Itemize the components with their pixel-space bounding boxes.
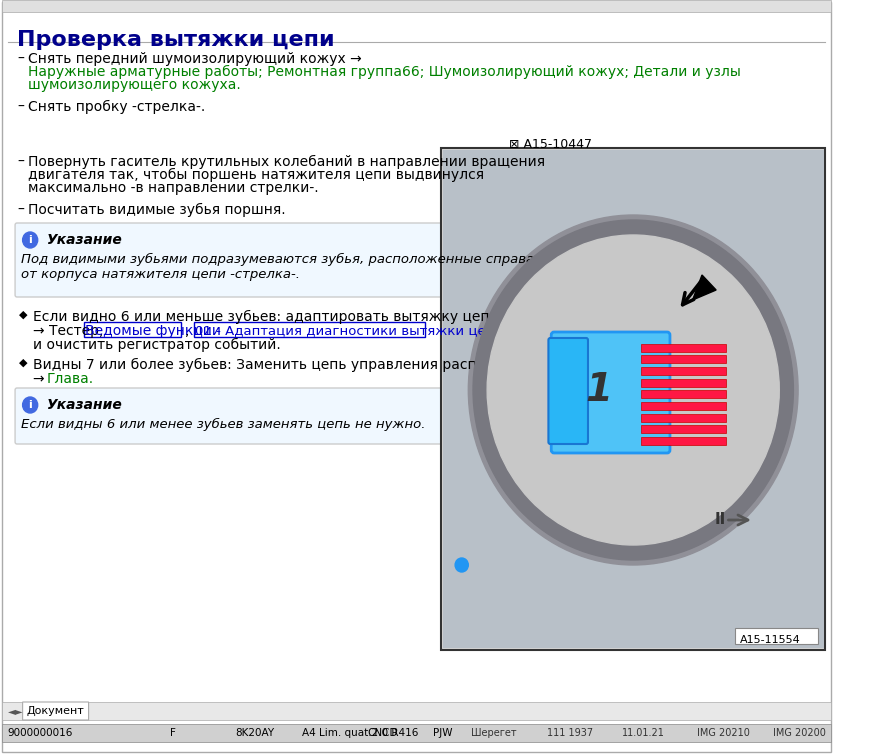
Text: → Тестер,: → Тестер, bbox=[33, 324, 108, 338]
Text: A15-11554: A15-11554 bbox=[740, 635, 800, 645]
Text: шумоизолирующего кожуха.: шумоизолирующего кожуха. bbox=[28, 78, 241, 92]
FancyBboxPatch shape bbox=[552, 332, 670, 453]
Circle shape bbox=[487, 235, 780, 545]
Bar bbox=[641, 425, 726, 434]
Text: Глава.: Глава. bbox=[47, 372, 95, 386]
Text: Снять пробку -стрелка-.: Снять пробку -стрелка-. bbox=[28, 100, 205, 114]
Text: IMG 20210: IMG 20210 bbox=[697, 728, 751, 738]
Text: IMG 20200: IMG 20200 bbox=[773, 728, 826, 738]
Text: Указание: Указание bbox=[47, 233, 123, 247]
Text: i: i bbox=[28, 400, 32, 410]
Bar bbox=[194, 322, 425, 337]
Text: Проверка вытяжки цепи: Проверка вытяжки цепи bbox=[17, 30, 334, 50]
FancyArrowPatch shape bbox=[728, 515, 748, 525]
Text: –: – bbox=[17, 100, 24, 114]
Text: двигателя так, чтобы поршень натяжителя цепи выдвинулся: двигателя так, чтобы поршень натяжителя … bbox=[28, 168, 484, 182]
Bar bbox=[2, 724, 831, 742]
Text: F: F bbox=[170, 728, 176, 738]
Text: Наружные арматурные работы; Ремонтная группа66; Шумоизолирующий кожух; Детали и : Наружные арматурные работы; Ремонтная гр… bbox=[28, 65, 741, 79]
Text: 8K20AY: 8K20AY bbox=[235, 728, 275, 738]
Circle shape bbox=[23, 232, 38, 248]
Bar bbox=[641, 413, 726, 421]
Text: ◆: ◆ bbox=[19, 310, 27, 320]
Text: Ведомые функции: Ведомые функции bbox=[85, 324, 221, 338]
Text: ◄: ◄ bbox=[8, 706, 15, 716]
Text: 9000000016: 9000000016 bbox=[8, 728, 72, 738]
Text: Документ: Документ bbox=[27, 706, 85, 716]
Text: →: → bbox=[33, 372, 49, 386]
Text: Видны 7 или более зубьев: Заменить цепь управления распредвала: Видны 7 или более зубьев: Заменить цепь … bbox=[33, 358, 538, 372]
Text: 01 - Адаптация диагностики вытяжки цепи: 01 - Адаптация диагностики вытяжки цепи bbox=[195, 324, 503, 337]
Text: и очистить регистратор событий.: и очистить регистратор событий. bbox=[33, 338, 281, 352]
Text: Если видны 6 или менее зубьев заменять цепь не нужно.: Если видны 6 или менее зубьев заменять ц… bbox=[20, 418, 425, 431]
Bar bbox=[641, 379, 726, 387]
Bar bbox=[441, 148, 826, 650]
FancyBboxPatch shape bbox=[15, 223, 443, 297]
Text: 11.01.21: 11.01.21 bbox=[622, 728, 665, 738]
Text: Повернуть гаситель крутильных колебаний в направлении вращения: Повернуть гаситель крутильных колебаний … bbox=[28, 155, 545, 169]
Bar bbox=[735, 628, 818, 644]
Bar bbox=[641, 402, 726, 410]
Circle shape bbox=[469, 215, 798, 565]
Bar bbox=[641, 390, 726, 398]
Text: A4 Lim. quat.2.0 R416: A4 Lim. quat.2.0 R416 bbox=[301, 728, 418, 738]
Text: CNCD: CNCD bbox=[368, 728, 398, 738]
Circle shape bbox=[455, 558, 469, 572]
Text: Указание: Указание bbox=[47, 398, 123, 412]
Text: PJW: PJW bbox=[433, 728, 453, 738]
Text: Снять передний шумоизолирующий кожух →: Снять передний шумоизолирующий кожух → bbox=[28, 52, 366, 66]
Text: i: i bbox=[28, 235, 32, 245]
Bar bbox=[641, 355, 726, 363]
Text: ,: , bbox=[185, 324, 194, 338]
Text: –: – bbox=[17, 155, 24, 169]
Text: –: – bbox=[17, 203, 24, 217]
Bar bbox=[84, 322, 181, 337]
FancyBboxPatch shape bbox=[548, 338, 588, 444]
Text: ◆: ◆ bbox=[19, 358, 27, 368]
Text: –: – bbox=[17, 52, 24, 66]
Bar bbox=[641, 344, 726, 351]
Text: Если видно 6 или меньше зубьев: адаптировать вытяжку цепи: Если видно 6 или меньше зубьев: адаптиро… bbox=[33, 310, 499, 324]
Text: ⊠ A15-10447: ⊠ A15-10447 bbox=[509, 138, 591, 151]
Circle shape bbox=[23, 397, 38, 413]
Bar bbox=[443, 150, 824, 648]
Circle shape bbox=[473, 220, 794, 560]
Bar bbox=[641, 367, 726, 375]
Text: 1: 1 bbox=[585, 371, 612, 409]
Text: II: II bbox=[714, 513, 726, 528]
Bar bbox=[2, 702, 831, 720]
Text: ►: ► bbox=[15, 706, 23, 716]
Bar bbox=[2, 0, 831, 12]
Text: Шерегет: Шерегет bbox=[471, 728, 517, 738]
FancyBboxPatch shape bbox=[23, 702, 88, 720]
Text: Посчитать видимые зубья поршня.: Посчитать видимые зубья поршня. bbox=[28, 203, 286, 217]
Text: Под видимыми зубьями подразумеваются зубья, расположенные справа
от корпуса натя: Под видимыми зубьями подразумеваются зуб… bbox=[20, 253, 534, 281]
FancyBboxPatch shape bbox=[15, 388, 443, 444]
FancyArrowPatch shape bbox=[682, 282, 700, 305]
Text: максимально -в направлении стрелки-.: максимально -в направлении стрелки-. bbox=[28, 181, 319, 195]
Bar bbox=[641, 437, 726, 445]
Polygon shape bbox=[692, 275, 716, 300]
Text: 111 1937: 111 1937 bbox=[546, 728, 592, 738]
